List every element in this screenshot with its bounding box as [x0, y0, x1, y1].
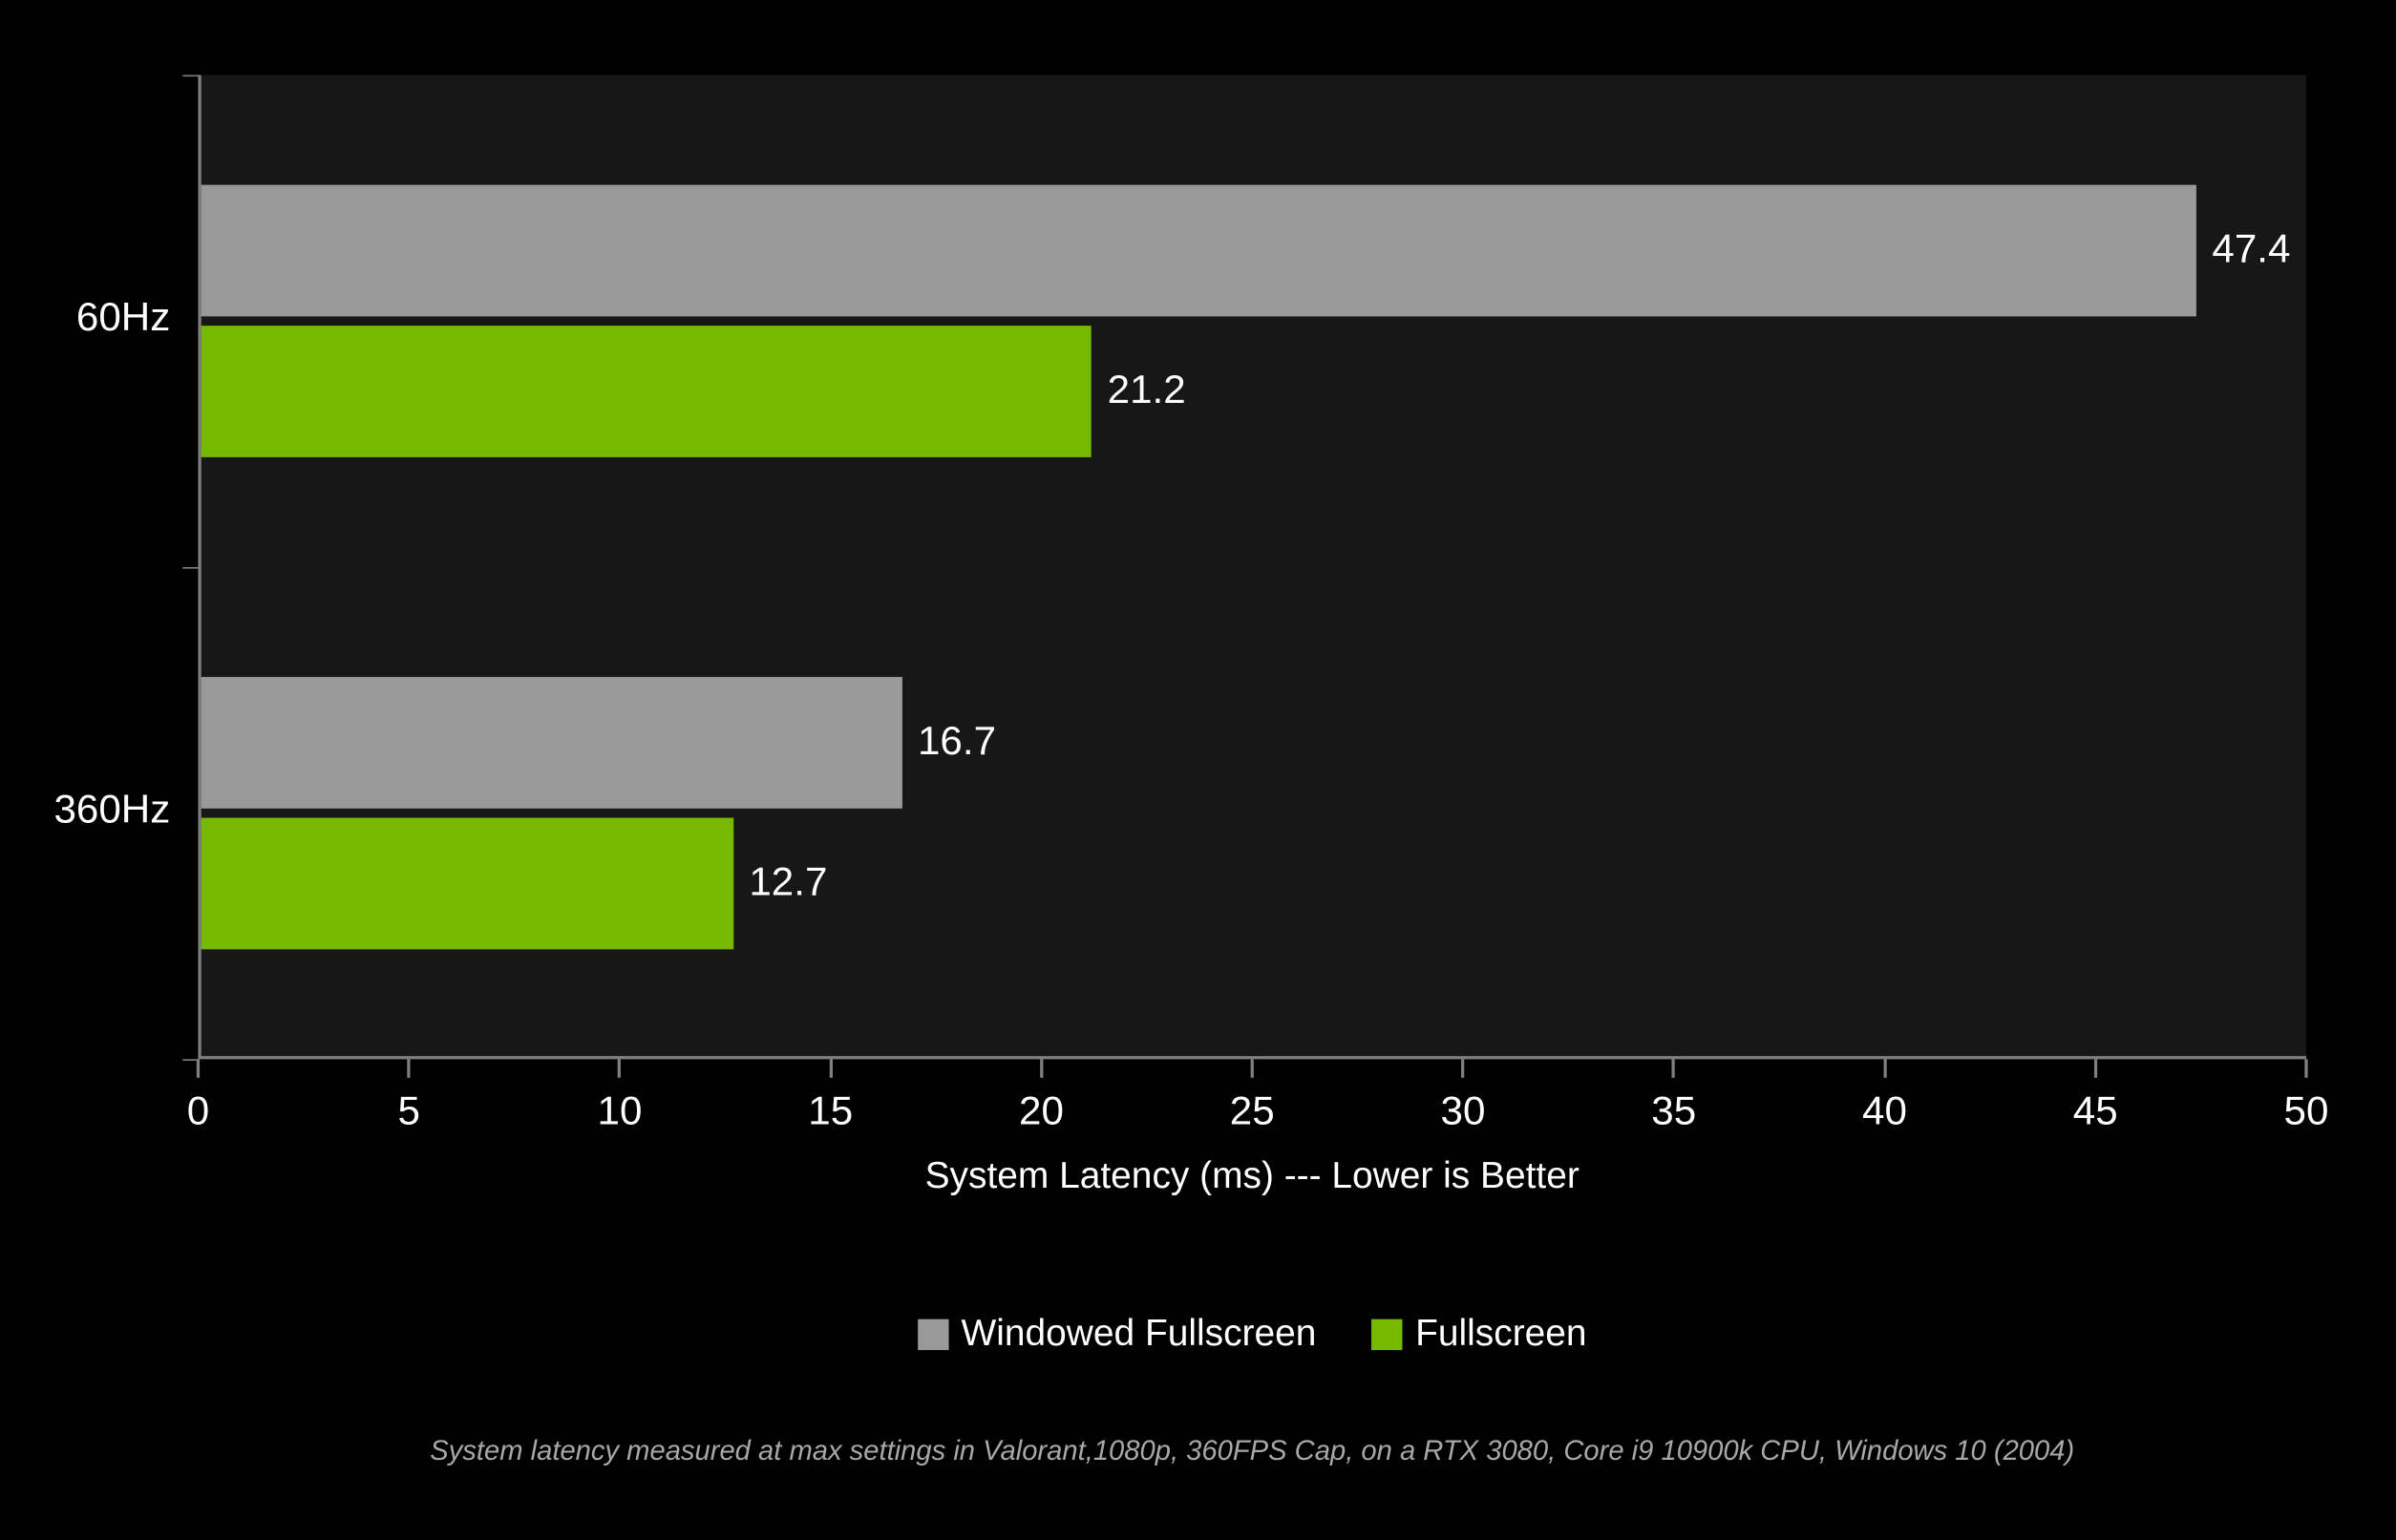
x-tick — [2304, 1060, 2307, 1078]
bar-value-label: 47.4 — [2212, 224, 2290, 272]
x-axis-title: System Latency (ms) --- Lower is Better — [198, 1155, 2306, 1198]
x-tick-label: 25 — [1190, 1087, 1314, 1135]
bar-value-label: 12.7 — [749, 857, 827, 905]
legend-label: Fullscreen — [1415, 1313, 1586, 1356]
x-tick — [1040, 1060, 1043, 1078]
x-tick-label: 50 — [2244, 1087, 2368, 1135]
legend-item: Fullscreen — [1372, 1313, 1587, 1356]
x-tick — [829, 1060, 832, 1078]
legend: Windowed Fullscreen Fullscreen — [918, 1313, 1586, 1356]
legend-swatch — [918, 1319, 948, 1350]
category-label: 360Hz — [53, 785, 170, 833]
bar — [201, 185, 2196, 316]
x-tick-label: 0 — [137, 1087, 261, 1135]
x-tick — [1461, 1060, 1464, 1078]
x-tick — [1883, 1060, 1886, 1078]
legend-swatch — [1372, 1319, 1403, 1350]
x-tick-label: 10 — [558, 1087, 682, 1135]
x-tick-label: 35 — [1612, 1087, 1736, 1135]
x-tick — [1251, 1060, 1254, 1078]
x-tick — [2094, 1060, 2097, 1078]
x-tick-label: 15 — [769, 1087, 893, 1135]
legend-label: Windowed Fullscreen — [962, 1313, 1317, 1356]
x-tick-label: 40 — [1823, 1087, 1947, 1135]
chart-canvas: 0 5 10 15 20 25 30 35 40 45 50 60Hz 47.4 21.2 360Hz 16.… — [0, 4, 2396, 1536]
bar-value-label: 21.2 — [1108, 366, 1186, 413]
y-tick — [182, 567, 198, 569]
category-label: 60Hz — [76, 293, 170, 341]
x-tick — [408, 1060, 411, 1078]
bar — [201, 327, 1092, 457]
y-tick — [182, 75, 198, 77]
bar — [201, 818, 733, 949]
bar-value-label: 16.7 — [918, 717, 996, 765]
x-tick-label: 45 — [2033, 1087, 2157, 1135]
legend-item: Windowed Fullscreen — [918, 1313, 1316, 1356]
x-tick — [197, 1060, 200, 1078]
x-tick — [1672, 1060, 1675, 1078]
bar — [201, 678, 902, 809]
x-tick-label: 30 — [1401, 1087, 1525, 1135]
footnote: System latency measured at max settings … — [198, 1435, 2306, 1467]
x-tick — [618, 1060, 621, 1078]
x-tick-label: 5 — [347, 1087, 471, 1135]
x-tick-label: 20 — [980, 1087, 1104, 1135]
y-tick — [182, 1060, 198, 1062]
